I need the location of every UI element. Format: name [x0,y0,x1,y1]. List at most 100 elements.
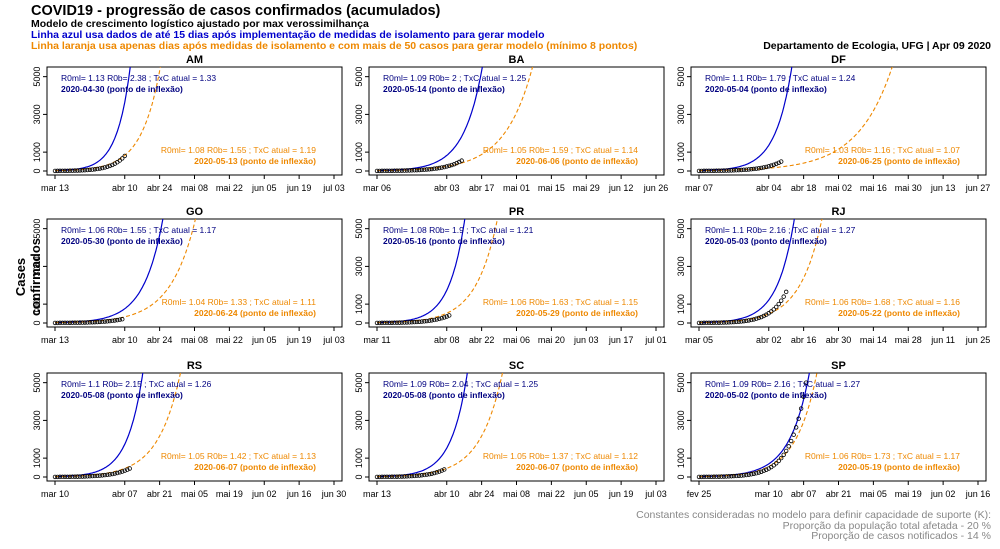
x-tick-label-df: mai 16 [860,183,887,193]
observed-point-sp [754,471,759,476]
observed-point-sp [798,406,804,411]
observed-point-rs [107,472,113,477]
observed-point-df [714,168,719,173]
observed-point-pr [424,318,430,324]
observed-point-sp [759,469,764,474]
observed-point-sc [384,474,390,480]
observed-point-pr [382,320,387,326]
observed-point-sp [719,474,724,479]
observed-point-rj [779,298,784,303]
observed-point-df [749,167,754,172]
observed-point-ba [397,168,402,173]
observed-point-rs [72,474,78,479]
observed-point-pr [377,320,382,326]
y-tick-label-rj: 0 [676,320,686,325]
observed-point-sp [736,473,742,478]
observed-point-ba [387,168,392,174]
observed-point-ba [447,163,452,169]
y-tick-label-sc: 5000 [354,373,364,393]
observed-point-rs [75,474,80,479]
observed-point-go [107,318,113,324]
footer-notified: Proporção de casos notificados - 14 % [811,530,991,542]
observed-point-df [696,168,702,174]
observed-point-sp [803,380,809,385]
x-tick-label-am: jul 03 [322,183,345,193]
observed-point-ba [392,168,397,173]
observed-point-sc [439,468,444,473]
observed-point-sp [704,474,709,480]
chart-title: COVID19 - progressão de casos confirmado… [31,3,441,19]
y-tick-label-pr: 5000 [354,219,364,239]
y-tick-label-df: 3000 [676,104,686,124]
observed-point-am [80,168,85,173]
observed-point-sp [746,472,752,477]
observed-point-ba [449,162,454,168]
observed-point-rs [97,473,103,478]
observed-point-pr [384,320,390,326]
observed-point-am [90,167,95,172]
observed-point-sc [429,471,435,476]
x-tick-label-sp: abr 21 [826,489,852,499]
observed-point-pr [404,320,410,325]
observed-point-rs [120,469,125,474]
x-tick-label-go: jun 19 [286,335,312,345]
x-tick-label-am: abr 24 [147,183,173,193]
observed-point-df [779,159,784,164]
observed-point-rj [759,314,764,320]
x-tick-label-ba: mai 29 [573,183,600,193]
x-tick-label-ba: abr 17 [469,183,495,193]
observed-point-sp [716,474,722,479]
observed-point-rj [776,301,781,307]
x-tick-label-sp: jun 16 [965,489,991,499]
observed-point-sc [427,471,432,477]
observed-point-am [67,168,73,173]
observed-point-df [699,168,704,174]
observed-point-am [122,153,127,159]
observed-point-go [85,320,90,325]
observed-point-sp [699,474,704,480]
y-tick-label-go: 0 [32,320,42,325]
orange-stats-sc: R0ml= 1.05 R0b= 1.37 ; TxC atual = 1.12 [483,451,638,461]
observed-point-sp [706,474,712,480]
blue-inflection-ba: 2020-05-14 (ponto de inflexão) [383,84,505,94]
x-tick-label-pr: mai 20 [538,335,565,345]
orange-model-line-rs [55,373,182,478]
orange-inflection-rs: 2020-06-07 (ponto de inflexão) [194,462,316,472]
observed-point-sp [696,474,702,480]
observed-point-sc [399,474,405,479]
x-tick-label-rj: jun 25 [965,335,991,345]
observed-point-ba [432,166,437,171]
observed-point-am [75,168,80,173]
observed-point-sp [734,473,739,479]
y-tick-label-go: 1000 [32,294,42,314]
observed-point-am [57,168,63,174]
x-tick-label-rs: jun 02 [251,489,277,499]
observed-point-am [60,168,65,174]
orange-line-note: Linha laranja usa apenas dias após medid… [31,40,638,52]
x-tick-label-go: jul 03 [322,335,345,345]
observed-point-ba [399,168,405,173]
x-tick-label-go: mar 13 [41,335,69,345]
observed-point-ba [424,167,430,172]
panel-title-sc: SC [509,360,524,372]
observed-point-go [67,320,73,325]
observed-point-rs [125,467,130,472]
x-tick-label-sp: fev 25 [687,489,712,499]
observed-point-rs [100,473,105,478]
x-tick-label-sc: jul 03 [644,489,667,499]
observed-point-go [72,320,78,325]
observed-point-ba [402,168,407,173]
x-tick-label-rj: mar 05 [685,335,713,345]
observed-point-df [729,168,734,173]
observed-point-rj [729,319,734,325]
observed-point-go [110,318,115,324]
blue-model-line-pr [377,219,466,324]
x-tick-label-am: mai 22 [216,183,243,193]
observed-point-pr [419,319,425,324]
observed-point-df [776,160,781,165]
orange-inflection-pr: 2020-05-29 (ponto de inflexão) [516,308,638,318]
observed-point-rj [754,316,759,321]
observed-point-go [112,318,117,323]
observed-point-go [120,317,125,322]
x-tick-label-rs: mar 10 [41,489,69,499]
